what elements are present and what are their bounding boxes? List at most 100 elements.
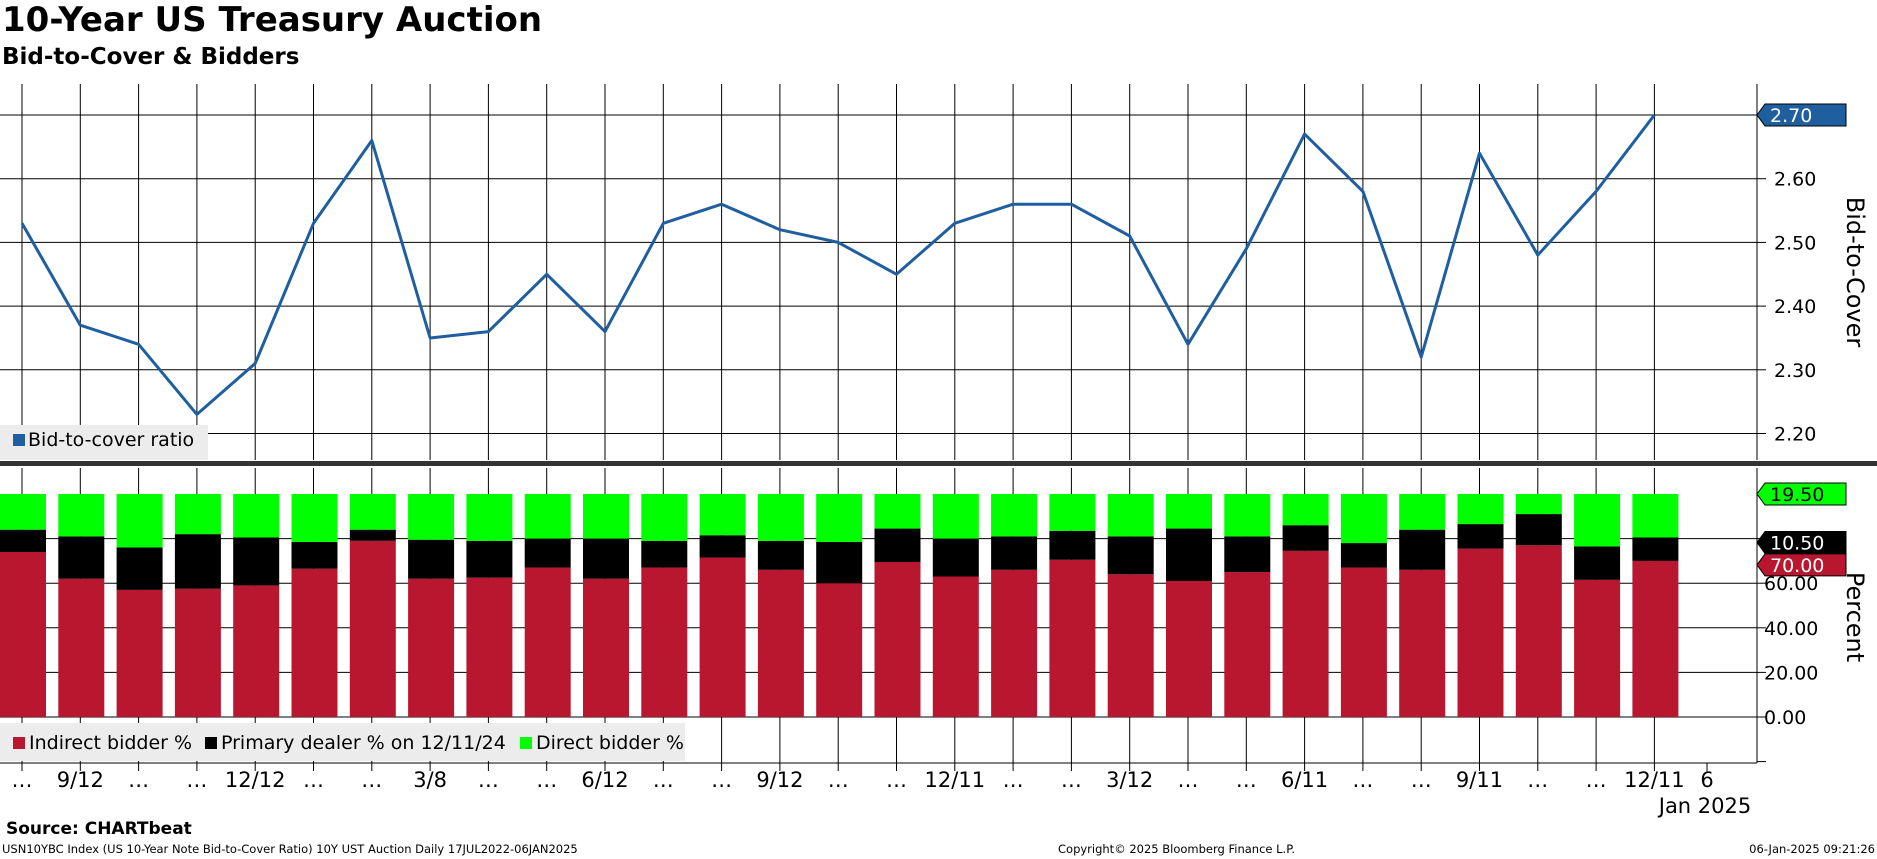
indirect-bar xyxy=(583,578,629,717)
x-tick-label: … xyxy=(1586,768,1607,792)
primary-dealer-bar xyxy=(174,534,221,589)
x-tick-label: … xyxy=(711,768,732,792)
legend-label-direct: Direct bidder % xyxy=(536,732,684,754)
primary-dealer-bar xyxy=(699,535,746,558)
footer-left: USN10YBC Index (US 10-Year Note Bid-to-C… xyxy=(2,842,578,856)
source-label: Source: CHARTbeat xyxy=(6,819,192,839)
bid-to-cover-line xyxy=(20,114,1656,416)
primary-dealer-bar xyxy=(1107,536,1154,575)
x-tick-label: … xyxy=(1061,768,1082,792)
legend-top-bg xyxy=(0,425,208,460)
x-tick-label: … xyxy=(1352,768,1373,792)
direct-bar xyxy=(757,494,804,541)
legend-label-indirect: Indirect bidder % xyxy=(29,732,192,754)
indirect-bar xyxy=(466,577,513,717)
bars-group xyxy=(0,494,1679,717)
direct-bar xyxy=(932,494,979,539)
primary-dealer-bar xyxy=(233,537,280,586)
indirect-bar xyxy=(991,569,1038,717)
direct-bar xyxy=(233,494,280,538)
direct-bar xyxy=(1282,494,1329,526)
top-y-tick-label: 2.60 xyxy=(1774,169,1816,191)
x-tick-label: … xyxy=(1411,768,1432,792)
direct-bar xyxy=(1340,494,1387,544)
top-y-axis: 2.20 2.30 2.40 2.50 2.60 2.70 xyxy=(1756,84,1847,460)
legend-top: Bid-to-cover ratio xyxy=(0,425,208,460)
indirect-bar xyxy=(641,567,688,717)
direct-bar xyxy=(116,494,163,548)
x-tick-label: 12/11 xyxy=(1624,768,1685,792)
bottom-y-tick-label: 60.00 xyxy=(1764,573,1818,595)
direct-bar xyxy=(874,494,921,529)
x-year-label: Jan 2025 xyxy=(1657,794,1752,818)
legend-swatch-btc xyxy=(13,434,25,446)
top-y-tick-label: 2.50 xyxy=(1774,232,1816,254)
top-y-tick-label: 2.40 xyxy=(1774,296,1816,318)
primary-dealer-bar xyxy=(524,538,571,568)
x-tick-label: 9/11 xyxy=(1456,768,1503,792)
indirect-bar xyxy=(874,562,921,717)
x-axis: … 9/12 … … 12/12 … … 3/8 … … 6/12 … … 9/12 … … 12/11 … … 3/… xyxy=(0,762,1757,818)
x-tick-label: … xyxy=(1003,768,1024,792)
direct-bar xyxy=(1399,494,1446,530)
direct-bar xyxy=(1049,494,1096,531)
line-group xyxy=(20,114,1656,416)
last-value-tag-btc-text: 2.70 xyxy=(1770,105,1812,127)
direct-bar xyxy=(1224,494,1271,537)
last-value-tag-primary-bg xyxy=(1756,530,1847,554)
bottom-y-axis-title: Percent xyxy=(1841,572,1869,662)
legend-bottom-bg xyxy=(0,723,685,761)
direct-bar xyxy=(1632,494,1679,538)
x-tick-label: 12/11 xyxy=(925,768,986,792)
last-value-tag-btc-bg xyxy=(1756,103,1847,127)
bottom-y-tick-label: 0.00 xyxy=(1764,707,1806,729)
x-tick-label: 6 xyxy=(1700,768,1713,792)
x-tick-label: … xyxy=(1178,768,1199,792)
indirect-bar xyxy=(1340,567,1387,717)
axis-titles: Bid-to-Cover Percent xyxy=(1841,197,1869,662)
primary-dealer-bar xyxy=(349,529,396,541)
primary-dealer-bar xyxy=(466,540,513,578)
x-tick-label: 6/12 xyxy=(581,768,628,792)
x-tick-label: 3/8 xyxy=(413,768,447,792)
primary-dealer-bar xyxy=(408,539,455,579)
x-tick-label: … xyxy=(478,768,499,792)
indirect-bar xyxy=(0,551,46,717)
legend-bottom: Indirect bidder % Primary dealer % on 12/… xyxy=(0,723,685,761)
primary-dealer-bar xyxy=(932,538,979,577)
bottom-y-tick-label: 20.00 xyxy=(1764,662,1818,684)
direct-bar xyxy=(699,494,746,536)
top-panel-grid xyxy=(0,84,1877,466)
x-tick-label: … xyxy=(186,768,207,792)
indirect-bar xyxy=(1224,572,1271,717)
direct-bar xyxy=(583,494,629,539)
chart-title: 10-Year US Treasury Auction xyxy=(2,0,543,40)
primary-dealer-bar xyxy=(1574,546,1621,580)
x-tick-label: 9/12 xyxy=(756,768,803,792)
primary-dealer-bar xyxy=(1457,524,1504,549)
last-value-tag-primary-text: 10.50 xyxy=(1770,532,1824,554)
direct-bar xyxy=(1107,494,1154,537)
x-tick-label: … xyxy=(361,768,382,792)
indirect-bar xyxy=(1166,580,1212,717)
x-tick-label: 3/12 xyxy=(1106,768,1153,792)
direct-bar xyxy=(349,494,396,530)
legend-swatch-direct xyxy=(520,737,532,749)
primary-dealer-bar xyxy=(1049,530,1096,560)
x-tick-label: 9/12 xyxy=(57,768,104,792)
indirect-bar xyxy=(1457,548,1504,717)
direct-bar xyxy=(1574,494,1621,547)
last-value-tag-indirect: 70.00 xyxy=(1756,553,1847,577)
direct-bar xyxy=(816,494,863,542)
primary-dealer-bar xyxy=(991,536,1038,570)
indirect-bar xyxy=(116,589,163,717)
last-value-tag-primary: 10.50 xyxy=(1756,530,1847,554)
primary-dealer-bar xyxy=(757,540,804,570)
direct-bar xyxy=(524,494,571,539)
direct-bar xyxy=(641,494,688,541)
primary-dealer-bar xyxy=(58,536,105,579)
indirect-bar xyxy=(816,583,863,717)
legend-swatch-indirect xyxy=(13,737,25,749)
primary-dealer-bar xyxy=(1632,537,1679,561)
